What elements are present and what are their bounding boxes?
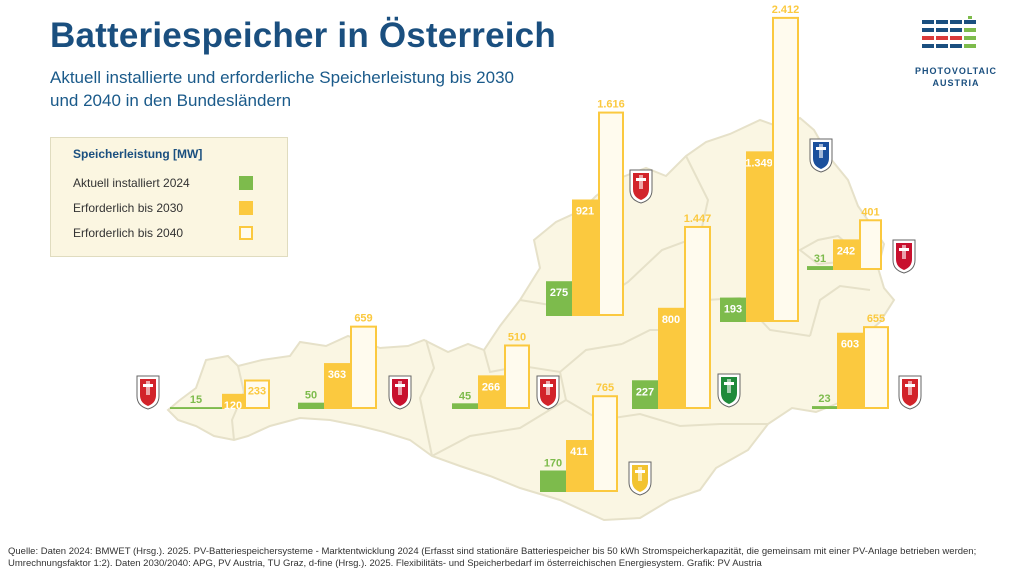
bar-value-label: 23 bbox=[818, 393, 830, 405]
page-title: Batteriespeicher in Österreich bbox=[50, 16, 556, 55]
bar-required-2040 bbox=[859, 219, 882, 270]
bar-installed-2024 bbox=[298, 402, 324, 409]
bar-required-2030 bbox=[222, 393, 244, 409]
bars-layer: 15 120 233 50 363 659 45 266 510 275 921 1.616 227 80… bbox=[170, 4, 889, 493]
bar-value-label: 363 bbox=[328, 369, 346, 381]
bar-required-2040 bbox=[598, 111, 624, 316]
vorarlberg-crest-icon bbox=[136, 375, 160, 410]
legend-swatch-installed bbox=[239, 176, 253, 190]
bar-value-label: 2.412 bbox=[772, 4, 800, 16]
subtitle-line-2: und 2040 in den Bundesländern bbox=[50, 91, 292, 110]
oberoesterreich-crest-icon bbox=[629, 169, 653, 204]
bar-installed-2024 bbox=[452, 403, 478, 409]
niederoesterreich-crest-icon bbox=[809, 138, 833, 173]
bar-required-2040 bbox=[350, 325, 377, 410]
page-subtitle: Aktuell installierte und erforderliche S… bbox=[50, 66, 514, 112]
bar-value-label: 800 bbox=[662, 314, 680, 326]
bar-installed-2024 bbox=[807, 266, 833, 270]
bar-required-2030 bbox=[746, 151, 772, 322]
bar-installed-2024 bbox=[632, 380, 658, 409]
legend-title: Speicherleistung [MW] bbox=[73, 147, 203, 161]
bar-required-2040 bbox=[504, 344, 530, 409]
bar-value-label: 15 bbox=[190, 394, 202, 406]
bar-required-2030 bbox=[566, 440, 592, 492]
bar-installed-2024 bbox=[170, 407, 222, 409]
bar-value-label: 45 bbox=[459, 390, 471, 402]
legend-swatch-2030 bbox=[239, 201, 253, 215]
bar-value-label: 1.447 bbox=[684, 213, 712, 225]
bar-value-label: 411 bbox=[570, 446, 588, 458]
bar-value-label: 120 bbox=[224, 400, 242, 412]
legend-label-2030: Erforderlich bis 2030 bbox=[73, 201, 184, 215]
salzburg-crest-icon bbox=[536, 375, 560, 410]
bar-installed-2024 bbox=[546, 281, 572, 316]
legend-label-installed: Aktuell installiert 2024 bbox=[73, 176, 190, 190]
crests-layer bbox=[136, 138, 922, 496]
bar-required-2040 bbox=[772, 16, 799, 323]
bar-value-label: 1.616 bbox=[597, 99, 625, 111]
bar-required-2040 bbox=[244, 379, 270, 410]
legend: Speicherleistung [MW] Aktuell installier… bbox=[50, 137, 288, 257]
wien-crest-icon bbox=[892, 239, 916, 274]
bar-required-2040 bbox=[863, 326, 889, 409]
bar-required-2030 bbox=[324, 363, 350, 409]
bar-value-label: 233 bbox=[248, 386, 266, 398]
bar-required-2030 bbox=[478, 375, 504, 409]
bar-value-label: 401 bbox=[861, 206, 879, 218]
bar-required-2030 bbox=[837, 332, 863, 409]
bar-value-label: 510 bbox=[508, 331, 526, 343]
steiermark-crest-icon bbox=[717, 373, 741, 408]
bar-value-label: 921 bbox=[576, 205, 594, 217]
bar-installed-2024 bbox=[812, 406, 837, 409]
bar-value-label: 1.349 bbox=[745, 157, 773, 169]
bar-required-2030 bbox=[658, 307, 684, 409]
bar-required-2040 bbox=[684, 225, 711, 409]
source-note: Quelle: Daten 2024: BMWET (Hrsg.). 2025.… bbox=[8, 546, 977, 569]
photovoltaic-austria-logo-icon bbox=[922, 16, 976, 48]
logo-text-line1: PHOTOVOLTAIC bbox=[914, 66, 997, 76]
bar-value-label: 31 bbox=[814, 253, 826, 265]
bar-required-2030 bbox=[833, 239, 859, 270]
burgenland-crest-icon bbox=[898, 375, 922, 410]
bar-installed-2024 bbox=[720, 297, 746, 322]
logo-text: PHOTOVOLTAIC AUSTRIA bbox=[908, 65, 1004, 89]
bar-value-label: 765 bbox=[596, 382, 614, 394]
bar-value-label: 659 bbox=[354, 313, 372, 325]
kaernten-crest-icon bbox=[628, 461, 652, 496]
bar-installed-2024 bbox=[540, 470, 566, 492]
tirol-crest-icon bbox=[388, 375, 412, 410]
subtitle-line-1: Aktuell installierte und erforderliche S… bbox=[50, 68, 514, 87]
bar-value-label: 275 bbox=[550, 287, 568, 299]
bar-value-label: 266 bbox=[482, 381, 500, 393]
bar-value-label: 193 bbox=[724, 304, 742, 316]
legend-label-2040: Erforderlich bis 2040 bbox=[73, 226, 184, 240]
legend-swatch-2040 bbox=[239, 226, 253, 240]
bar-value-label: 227 bbox=[636, 386, 654, 398]
bar-value-label: 603 bbox=[841, 339, 859, 351]
logo-text-line2: AUSTRIA bbox=[932, 78, 980, 88]
bar-value-label: 655 bbox=[867, 313, 885, 325]
bar-value-label: 50 bbox=[305, 390, 317, 402]
bar-required-2040 bbox=[592, 395, 618, 493]
bar-value-label: 242 bbox=[837, 245, 855, 257]
bar-required-2030 bbox=[572, 199, 598, 316]
bar-value-label: 170 bbox=[544, 457, 562, 469]
